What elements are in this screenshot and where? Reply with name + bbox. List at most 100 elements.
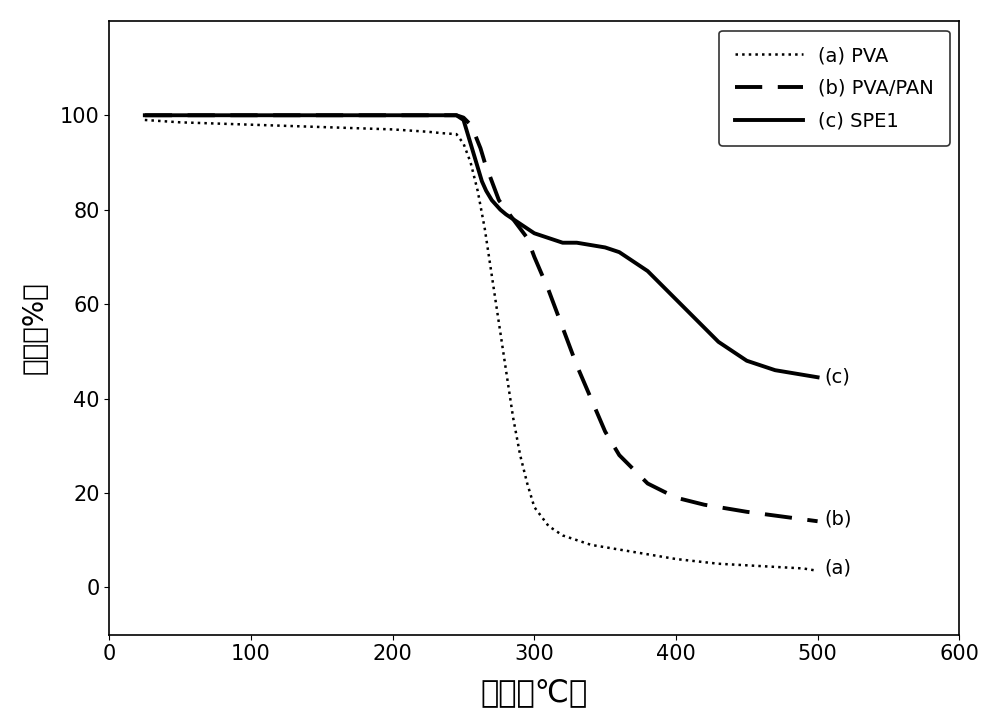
(c) SPE1 [486, 196, 498, 205]
(a) PVA [458, 139, 470, 148]
(b) PVA/PAN [741, 507, 753, 516]
(c) SPE1 [500, 210, 512, 218]
(c) SPE1 [783, 368, 795, 377]
(c) SPE1 [139, 111, 151, 119]
(c) SPE1 [698, 323, 710, 332]
(b) PVA/PAN [500, 205, 512, 214]
(b) PVA/PAN [443, 111, 455, 119]
(b) PVA/PAN [670, 494, 682, 502]
(a) PVA [514, 451, 526, 459]
(b) PVA/PAN [642, 479, 654, 488]
(c) SPE1 [458, 116, 470, 124]
(c) SPE1 [712, 338, 724, 347]
(c) SPE1 [472, 163, 484, 172]
(a) PVA [174, 118, 186, 127]
(a) PVA [316, 123, 328, 132]
(c) SPE1 [627, 257, 639, 266]
(b) PVA/PAN [479, 158, 491, 167]
(b) PVA/PAN [245, 111, 257, 119]
(c) SPE1 [466, 144, 478, 153]
(a) PVA [450, 130, 462, 138]
(c) SPE1 [670, 295, 682, 304]
(a) PVA [387, 125, 399, 134]
(c) SPE1 [684, 309, 696, 318]
(a) PVA [139, 116, 151, 124]
(a) PVA [542, 521, 554, 530]
Y-axis label: 重量（%）: 重量（%） [21, 281, 49, 374]
(c) SPE1 [557, 238, 569, 247]
(c) SPE1 [727, 347, 739, 356]
(a) PVA [507, 413, 519, 422]
(a) PVA [812, 566, 824, 575]
(c) SPE1 [812, 373, 824, 381]
(b) PVA/PAN [585, 394, 597, 403]
(c) SPE1 [450, 111, 462, 119]
Line: (a) PVA: (a) PVA [145, 120, 818, 571]
(c) SPE1 [762, 363, 774, 372]
(c) SPE1 [769, 365, 781, 374]
(b) PVA/PAN [469, 130, 481, 138]
(a) PVA [571, 536, 583, 545]
(c) SPE1 [797, 371, 809, 379]
(c) SPE1 [642, 266, 654, 275]
(c) SPE1 [245, 111, 257, 119]
(a) PVA [670, 555, 682, 563]
(b) PVA/PAN [542, 285, 554, 294]
(c) SPE1 [476, 177, 488, 186]
(c) SPE1 [521, 224, 533, 233]
(a) PVA [557, 531, 569, 539]
(a) PVA [422, 127, 434, 136]
(c) SPE1 [528, 229, 540, 237]
(c) SPE1 [494, 205, 506, 214]
(c) SPE1 [599, 243, 611, 252]
(b) PVA/PAN [507, 215, 519, 223]
(a) PVA [528, 503, 540, 512]
(b) PVA/PAN [613, 451, 625, 459]
(b) PVA/PAN [450, 111, 462, 119]
(c) SPE1 [507, 215, 519, 223]
(b) PVA/PAN [599, 427, 611, 436]
(a) PVA [712, 559, 724, 568]
(a) PVA [465, 158, 477, 167]
(b) PVA/PAN [812, 517, 824, 526]
Text: (c): (c) [825, 368, 851, 387]
(a) PVA [755, 562, 767, 571]
(b) PVA/PAN [429, 111, 441, 119]
(a) PVA [613, 545, 625, 554]
(b) PVA/PAN [493, 196, 505, 205]
(a) PVA [493, 319, 505, 328]
(b) PVA/PAN [698, 500, 710, 509]
(c) SPE1 [550, 236, 562, 245]
(a) PVA [500, 365, 512, 374]
(b) PVA/PAN [521, 234, 533, 242]
(a) PVA [479, 224, 491, 233]
(b) PVA/PAN [465, 120, 477, 129]
(a) PVA [486, 272, 498, 280]
(c) SPE1 [436, 111, 448, 119]
(a) PVA [797, 564, 809, 573]
(b) PVA/PAN [486, 177, 498, 186]
(c) SPE1 [755, 361, 767, 370]
(a) PVA [472, 186, 484, 195]
(a) PVA [642, 550, 654, 558]
(b) PVA/PAN [514, 224, 526, 233]
Line: (c) SPE1: (c) SPE1 [145, 115, 818, 377]
(c) SPE1 [585, 241, 597, 250]
(b) PVA/PAN [458, 114, 470, 122]
(c) SPE1 [490, 201, 502, 210]
(a) PVA [521, 479, 533, 488]
(c) SPE1 [535, 232, 547, 240]
(c) SPE1 [480, 186, 492, 195]
Line: (b) PVA/PAN: (b) PVA/PAN [145, 115, 818, 521]
(a) PVA [245, 120, 257, 129]
(b) PVA/PAN [571, 361, 583, 370]
X-axis label: 温度（℃）: 温度（℃） [481, 678, 588, 707]
(b) PVA/PAN [528, 253, 540, 261]
Text: (a): (a) [825, 559, 852, 578]
(c) SPE1 [387, 111, 399, 119]
(b) PVA/PAN [387, 111, 399, 119]
(c) SPE1 [462, 130, 474, 138]
(c) SPE1 [613, 248, 625, 256]
(c) SPE1 [748, 359, 760, 368]
Legend: (a) PVA, (b) PVA/PAN, (c) SPE1: (a) PVA, (b) PVA/PAN, (c) SPE1 [719, 31, 950, 146]
